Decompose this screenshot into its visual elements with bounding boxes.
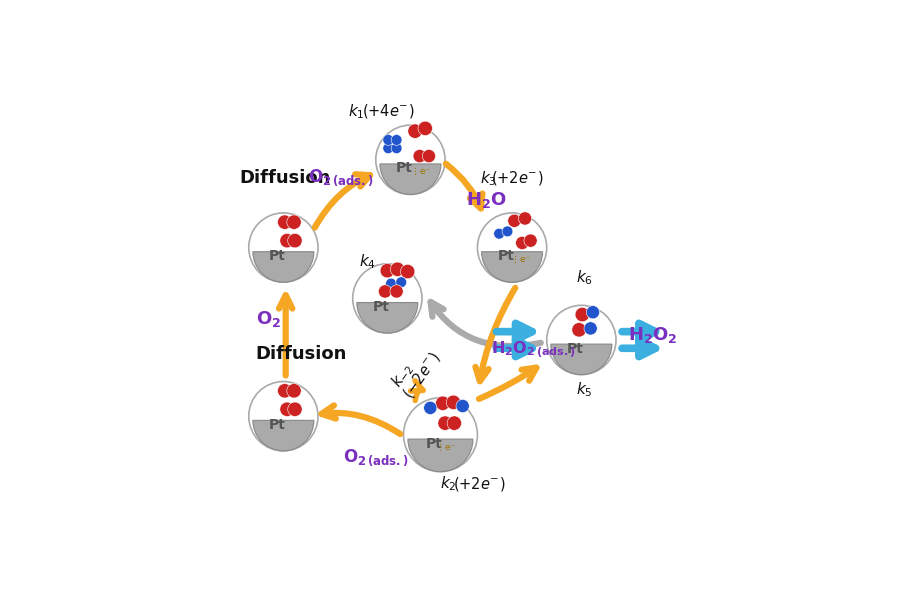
Text: ⋮e⁻: ⋮e⁻ bbox=[510, 254, 530, 263]
Circle shape bbox=[382, 143, 393, 154]
Wedge shape bbox=[356, 302, 418, 333]
Circle shape bbox=[382, 134, 393, 145]
Circle shape bbox=[502, 226, 513, 237]
Wedge shape bbox=[551, 344, 612, 374]
Text: $\mathbf{H_2O_{2\,(ads.)}}$: $\mathbf{H_2O_{2\,(ads.)}}$ bbox=[491, 340, 576, 361]
Text: $(+2e^{-})$: $(+2e^{-})$ bbox=[491, 169, 544, 187]
Circle shape bbox=[277, 215, 292, 229]
Circle shape bbox=[418, 121, 432, 136]
Circle shape bbox=[438, 416, 453, 430]
Wedge shape bbox=[253, 252, 314, 282]
Wedge shape bbox=[380, 164, 441, 194]
Circle shape bbox=[477, 213, 546, 282]
Circle shape bbox=[436, 396, 450, 410]
Circle shape bbox=[524, 234, 537, 247]
Text: $k_6$: $k_6$ bbox=[576, 268, 593, 287]
Circle shape bbox=[378, 285, 392, 298]
Circle shape bbox=[508, 214, 521, 227]
Circle shape bbox=[422, 149, 436, 163]
Circle shape bbox=[424, 401, 436, 415]
Circle shape bbox=[396, 277, 407, 287]
Wedge shape bbox=[482, 252, 543, 282]
Text: $k_1$: $k_1$ bbox=[348, 102, 364, 121]
Circle shape bbox=[456, 400, 469, 413]
Text: Pt: Pt bbox=[396, 161, 412, 175]
Text: $k_5$: $k_5$ bbox=[576, 380, 592, 399]
Text: Pt: Pt bbox=[498, 249, 514, 263]
Text: Pt: Pt bbox=[426, 437, 442, 451]
Text: $\mathbf{H_2O}$: $\mathbf{H_2O}$ bbox=[466, 190, 507, 210]
Circle shape bbox=[390, 285, 403, 298]
Circle shape bbox=[288, 402, 302, 416]
Text: $(+4e^{-})$: $(+4e^{-})$ bbox=[362, 103, 414, 121]
Text: Pt: Pt bbox=[269, 418, 285, 432]
Text: $(-2e^{-})$: $(-2e^{-})$ bbox=[399, 349, 444, 402]
Circle shape bbox=[385, 278, 396, 289]
Text: $k_{-2}$: $k_{-2}$ bbox=[387, 359, 418, 391]
Wedge shape bbox=[253, 421, 314, 451]
Text: $k_2$: $k_2$ bbox=[440, 475, 457, 493]
Text: $\mathbf{O_{2\,(ads.)}}$: $\mathbf{O_{2\,(ads.)}}$ bbox=[344, 448, 410, 469]
Text: $k_3$: $k_3$ bbox=[480, 169, 497, 188]
Circle shape bbox=[447, 416, 462, 430]
Circle shape bbox=[288, 233, 302, 248]
Circle shape bbox=[376, 125, 446, 194]
Circle shape bbox=[572, 323, 586, 337]
Circle shape bbox=[277, 383, 292, 398]
Text: $\mathbf{H_2O_2}$: $\mathbf{H_2O_2}$ bbox=[628, 325, 679, 345]
Circle shape bbox=[287, 215, 302, 229]
Circle shape bbox=[446, 395, 461, 410]
Circle shape bbox=[518, 212, 532, 225]
Circle shape bbox=[392, 134, 402, 145]
Circle shape bbox=[575, 307, 590, 322]
Circle shape bbox=[413, 149, 427, 163]
Circle shape bbox=[584, 322, 598, 335]
Text: Pt: Pt bbox=[269, 249, 285, 263]
Circle shape bbox=[494, 228, 505, 239]
Text: Pt: Pt bbox=[567, 341, 583, 356]
Text: $k_4$: $k_4$ bbox=[359, 252, 375, 271]
Circle shape bbox=[392, 143, 402, 154]
Text: Diffusion: Diffusion bbox=[256, 346, 347, 364]
Circle shape bbox=[403, 398, 477, 472]
Circle shape bbox=[516, 236, 529, 250]
Circle shape bbox=[380, 263, 394, 278]
Circle shape bbox=[408, 124, 422, 139]
Wedge shape bbox=[408, 439, 473, 472]
Circle shape bbox=[248, 382, 318, 451]
Circle shape bbox=[400, 265, 415, 279]
Circle shape bbox=[248, 213, 318, 282]
Circle shape bbox=[391, 262, 405, 277]
Circle shape bbox=[280, 402, 294, 416]
Text: Diffusion: Diffusion bbox=[239, 169, 331, 187]
Circle shape bbox=[280, 233, 294, 248]
Circle shape bbox=[353, 264, 422, 333]
Text: $\mathbf{O_2}$: $\mathbf{O_2}$ bbox=[256, 309, 281, 329]
Text: Pt: Pt bbox=[373, 300, 390, 314]
Circle shape bbox=[546, 305, 616, 374]
Circle shape bbox=[586, 305, 599, 319]
Text: $\mathbf{O_{2\,(ads.)}}$: $\mathbf{O_{2\,(ads.)}}$ bbox=[308, 167, 374, 188]
Text: ⋮e⁻: ⋮e⁻ bbox=[436, 443, 455, 452]
Text: ⋮e⁻: ⋮e⁻ bbox=[411, 167, 430, 176]
Circle shape bbox=[287, 383, 302, 398]
Text: $(+2e^{-})$: $(+2e^{-})$ bbox=[454, 475, 506, 493]
